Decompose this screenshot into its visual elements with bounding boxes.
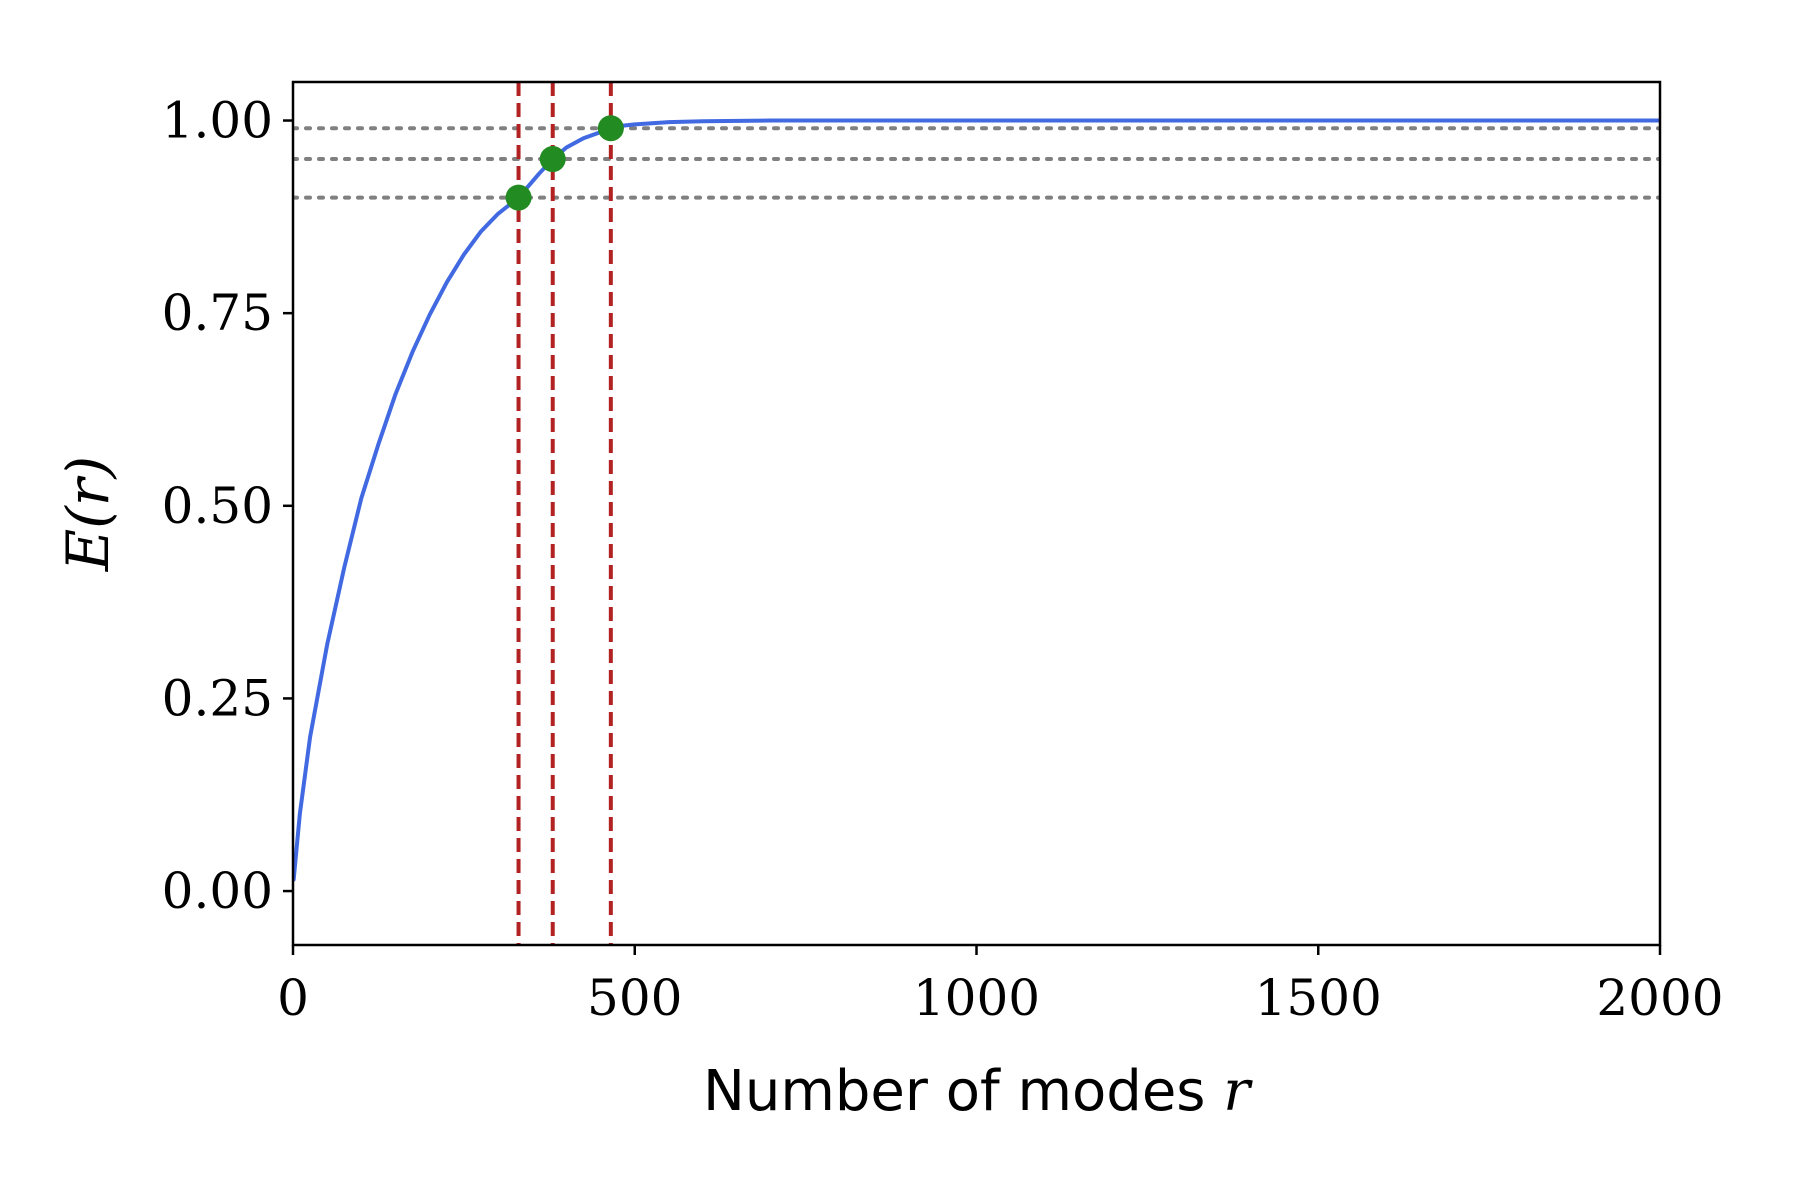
y-axis: 0.00 0.25 0.50 0.75 1.00 [162,92,293,920]
y-tick-label: 0.50 [162,477,273,535]
y-tick-label: 0.75 [162,284,273,342]
data-point [539,146,566,173]
series-line [293,118,1660,882]
data-point [597,115,624,142]
y-tick-label: 1.00 [162,92,273,150]
x-axis-label-text: Number of modes [703,1059,1206,1124]
plot-area [293,82,1660,945]
x-tick-label: 500 [587,969,682,1027]
x-tick-label: 0 [277,969,309,1027]
x-tick-label: 1500 [1255,969,1382,1027]
y-tick-label: 0.00 [162,862,273,920]
x-axis: 0 500 1000 1500 2000 [277,945,1724,1027]
x-tick-label: 2000 [1596,969,1723,1027]
data-point [505,184,532,211]
y-tick-label: 0.25 [162,669,273,727]
y-axis-label: E(r) [54,456,122,572]
x-axis-label-var: r [1223,1059,1253,1124]
x-tick-label: 1000 [913,969,1040,1027]
x-axis-label: Number of modes r [703,1059,1253,1124]
